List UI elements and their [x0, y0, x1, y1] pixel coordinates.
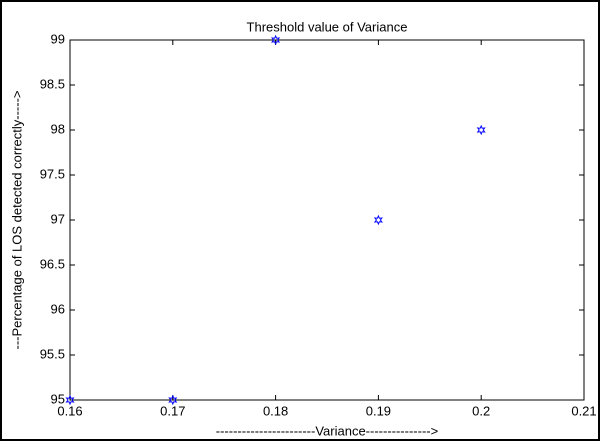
x-tick-label: 0.21	[571, 403, 596, 418]
y-tick-label: 98.5	[40, 76, 65, 91]
point	[168, 394, 178, 406]
point	[476, 124, 486, 136]
y-tick-label: 96.5	[40, 256, 65, 271]
y-axis-label: ---Percentage of LOS detected correctly-…	[9, 90, 24, 349]
chart-title: Threshold value of Variance	[247, 19, 408, 34]
x-tick-label: 0.16	[57, 403, 82, 418]
y-tick-label: 95	[51, 391, 65, 406]
y-tick-label: 97	[51, 211, 65, 226]
y-tick-label: 97.5	[40, 166, 65, 181]
point	[65, 394, 75, 406]
y-tick-label: 99	[51, 31, 65, 46]
x-tick-label: 0.19	[366, 403, 391, 418]
point	[271, 34, 281, 46]
y-tick-label: 98	[51, 121, 65, 136]
x-tick-label: 0.17	[160, 403, 185, 418]
x-axis-label: -----------------------Variance---------…	[216, 423, 438, 438]
y-tick-label: 96	[51, 301, 65, 316]
x-tick-label: 0.18	[263, 403, 288, 418]
point	[373, 214, 383, 226]
axes-box	[69, 39, 585, 401]
y-tick-label: 95.5	[40, 346, 65, 361]
x-tick-label: 0.2	[472, 403, 490, 418]
